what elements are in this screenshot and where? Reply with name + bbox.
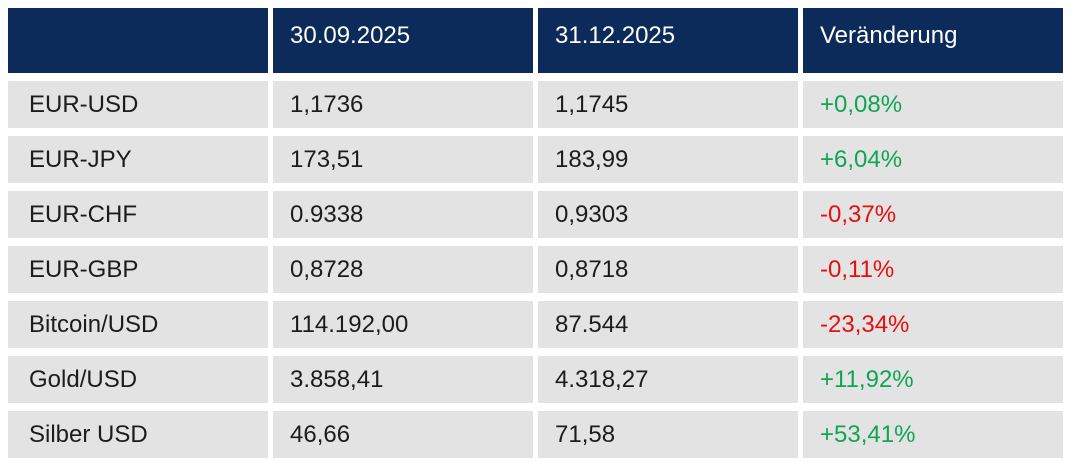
change-value: +53,41% <box>803 411 1063 458</box>
value-start: 0.9338 <box>273 191 533 238</box>
change-value: -0,11% <box>803 246 1063 293</box>
market-rates-table: 30.09.2025 31.12.2025 Veränderung EUR-US… <box>8 8 1063 458</box>
value-end: 71,58 <box>538 411 798 458</box>
value-start: 173,51 <box>273 136 533 183</box>
value-end: 0,8718 <box>538 246 798 293</box>
value-end: 87.544 <box>538 301 798 348</box>
column-header-date-end: 31.12.2025 <box>538 8 798 73</box>
instrument-label: EUR-GBP <box>8 246 268 293</box>
instrument-label: EUR-JPY <box>8 136 268 183</box>
instrument-label: EUR-CHF <box>8 191 268 238</box>
value-end: 183,99 <box>538 136 798 183</box>
value-end: 1,1745 <box>538 81 798 128</box>
value-end: 4.318,27 <box>538 356 798 403</box>
change-value: +11,92% <box>803 356 1063 403</box>
change-value: +0,08% <box>803 81 1063 128</box>
table-row-eur-chf: EUR-CHF 0.9338 0,9303 -0,37% <box>8 191 1063 238</box>
change-value: -23,34% <box>803 301 1063 348</box>
value-start: 3.858,41 <box>273 356 533 403</box>
table-row-eur-usd: EUR-USD 1,1736 1,1745 +0,08% <box>8 81 1063 128</box>
table-row-gold-usd: Gold/USD 3.858,41 4.318,27 +11,92% <box>8 356 1063 403</box>
instrument-label: Gold/USD <box>8 356 268 403</box>
table-row-silber-usd: Silber USD 46,66 71,58 +53,41% <box>8 411 1063 458</box>
value-start: 114.192,00 <box>273 301 533 348</box>
column-header-date-start: 30.09.2025 <box>273 8 533 73</box>
column-header-instrument <box>8 8 268 73</box>
value-end: 0,9303 <box>538 191 798 238</box>
table-row-bitcoin-usd: Bitcoin/USD 114.192,00 87.544 -23,34% <box>8 301 1063 348</box>
table-header-row: 30.09.2025 31.12.2025 Veränderung <box>8 8 1063 73</box>
instrument-label: Bitcoin/USD <box>8 301 268 348</box>
instrument-label: Silber USD <box>8 411 268 458</box>
column-header-change: Veränderung <box>803 8 1063 73</box>
change-value: -0,37% <box>803 191 1063 238</box>
value-start: 46,66 <box>273 411 533 458</box>
table-row-eur-jpy: EUR-JPY 173,51 183,99 +6,04% <box>8 136 1063 183</box>
table-row-eur-gbp: EUR-GBP 0,8728 0,8718 -0,11% <box>8 246 1063 293</box>
change-value: +6,04% <box>803 136 1063 183</box>
instrument-label: EUR-USD <box>8 81 268 128</box>
value-start: 1,1736 <box>273 81 533 128</box>
value-start: 0,8728 <box>273 246 533 293</box>
